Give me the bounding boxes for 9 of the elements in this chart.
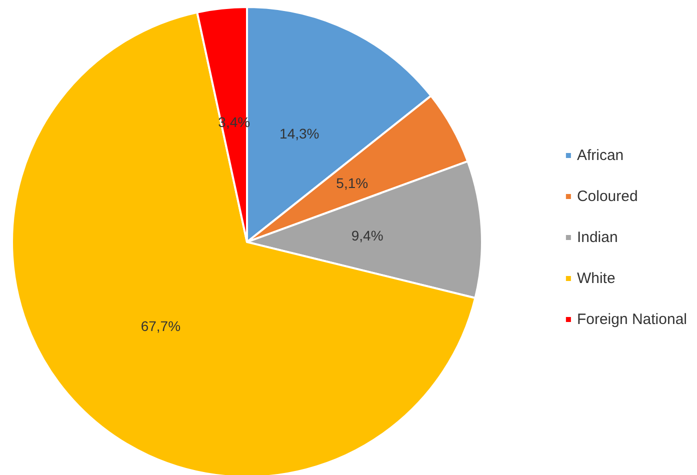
legend-label: Foreign National <box>576 311 687 328</box>
data-label: 5,1% <box>336 175 368 192</box>
legend-label: White <box>576 270 616 287</box>
data-label: 14,3% <box>280 125 320 142</box>
data-label: 9,4% <box>351 227 384 244</box>
legend-label: Indian <box>576 229 618 246</box>
data-label: 67,7% <box>140 318 181 334</box>
legend-label: Coloured <box>576 188 638 205</box>
legend-label: African <box>576 147 624 164</box>
